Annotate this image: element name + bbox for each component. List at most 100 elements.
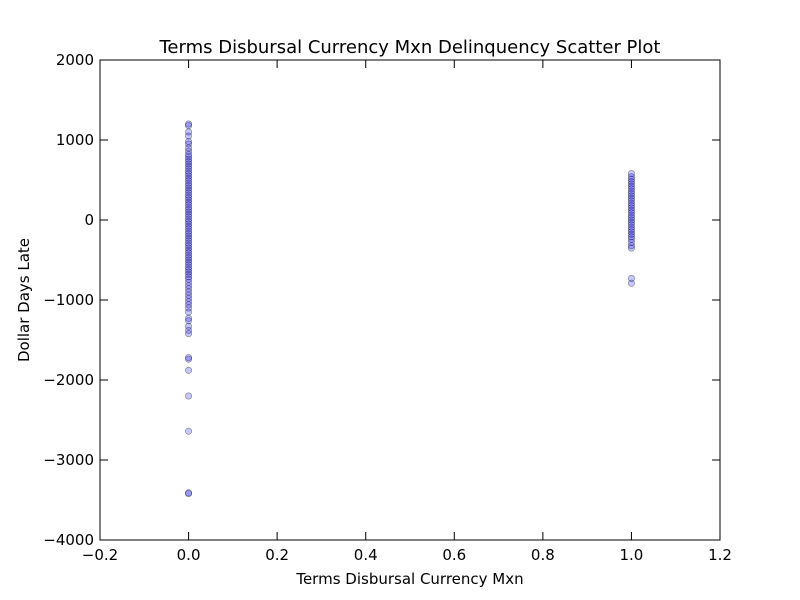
y-tick-label: 2000 <box>56 51 94 69</box>
scatter-point <box>185 215 193 223</box>
scatter-point <box>627 214 635 222</box>
scatter-point <box>185 191 193 199</box>
scatter-point <box>185 138 193 146</box>
scatter-point <box>185 128 193 136</box>
ticks-layer: −0.2 0.0 0.2 0.4 0.6 0.8 1.0 1.2 −4000 −3000 −2000… <box>43 51 732 564</box>
y-axis-label: Dollar Days Late <box>15 238 33 362</box>
scatter-point <box>185 184 193 192</box>
scatter-point <box>627 187 635 195</box>
scatter-point <box>185 147 193 155</box>
scatter-point <box>627 238 635 246</box>
scatter-point <box>185 172 193 180</box>
scatter-point <box>185 232 193 240</box>
scatter-point <box>627 173 635 181</box>
x-tick-label: 1.0 <box>619 546 643 564</box>
scatter-point <box>627 274 635 282</box>
scatter-point <box>627 182 635 190</box>
scatter-point <box>185 251 193 259</box>
scatter-point <box>185 189 193 197</box>
scatter-point <box>185 158 193 166</box>
scatter-point <box>185 132 193 140</box>
scatter-point <box>627 185 635 193</box>
scatter-point <box>185 170 193 178</box>
scatter-point <box>185 304 193 312</box>
scatter-point <box>627 170 635 178</box>
scatter-point <box>185 427 193 435</box>
x-tick-label: 0.8 <box>531 546 555 564</box>
scatter-point <box>185 160 193 168</box>
scatter-point <box>185 198 193 206</box>
scatter-point <box>627 228 635 236</box>
y-tick-label: −1000 <box>43 291 94 309</box>
scatter-point <box>627 206 635 214</box>
plot-frame <box>99 59 721 541</box>
y-tick-label: 0 <box>84 211 94 229</box>
scatter-point <box>185 308 193 316</box>
scatter-point <box>627 197 635 205</box>
scatter-point <box>185 122 193 130</box>
scatter-point <box>185 288 193 296</box>
scatter-point <box>185 285 193 293</box>
scatter-point <box>185 220 193 228</box>
scatter-point <box>185 222 193 230</box>
scatter-point <box>185 291 193 299</box>
scatter-point <box>185 354 193 362</box>
x-tick-label: 0.4 <box>354 546 378 564</box>
scatter-point <box>627 211 635 219</box>
scatter-point <box>185 179 193 187</box>
scatter-point <box>627 242 635 250</box>
scatter-point <box>185 153 193 161</box>
scatter-point <box>185 489 193 497</box>
scatter-point <box>627 221 635 229</box>
scatter-point <box>185 208 193 216</box>
scatter-point <box>185 270 193 278</box>
scatter-point <box>185 298 193 306</box>
scatter-point <box>627 218 635 226</box>
x-tick-label: 0.2 <box>265 546 289 564</box>
scatter-point <box>185 490 193 498</box>
scatter-point <box>185 120 193 128</box>
x-tick-label: 0.0 <box>177 546 201 564</box>
scatter-point <box>185 218 193 226</box>
scatter-point <box>627 235 635 243</box>
scatter-point <box>185 210 193 218</box>
scatter-point <box>627 233 635 241</box>
scatter-point <box>185 167 193 175</box>
scatter-point <box>627 204 635 212</box>
scatter-point <box>185 194 193 202</box>
scatter-point <box>627 202 635 210</box>
scatter-point <box>185 317 193 325</box>
scatter-point <box>627 209 635 217</box>
scatter-point <box>185 294 193 302</box>
scatter-point <box>185 278 193 286</box>
scatter-point <box>185 275 193 283</box>
scatter-point <box>627 190 635 198</box>
scatter-point <box>185 165 193 173</box>
scatter-point <box>185 150 193 158</box>
scatter-point <box>185 263 193 271</box>
scatter-point <box>185 254 193 262</box>
scatter-point <box>185 140 193 148</box>
scatter-point <box>185 203 193 211</box>
scatter-point <box>627 216 635 224</box>
scatter-point <box>185 237 193 245</box>
scatter-point <box>627 199 635 207</box>
scatter-point <box>185 196 193 204</box>
y-tick-label: −4000 <box>43 531 94 549</box>
x-tick-label: −0.2 <box>82 546 118 564</box>
scatter-point <box>185 273 193 281</box>
scatter-point <box>185 261 193 269</box>
scatter-point <box>185 182 193 190</box>
scatter-point <box>185 213 193 221</box>
scatter-point <box>627 279 635 287</box>
scatter-point <box>185 242 193 250</box>
scatter-point <box>185 144 193 152</box>
scatter-point <box>185 230 193 238</box>
scatter-point <box>185 177 193 185</box>
chart-title: Terms Disbursal Currency Mxn Delinquency… <box>159 37 661 58</box>
scatter-point <box>185 239 193 247</box>
scatter-point <box>185 244 193 252</box>
y-tick-label: 1000 <box>56 131 94 149</box>
x-axis-label: Terms Disbursal Currency Mxn <box>295 570 523 588</box>
